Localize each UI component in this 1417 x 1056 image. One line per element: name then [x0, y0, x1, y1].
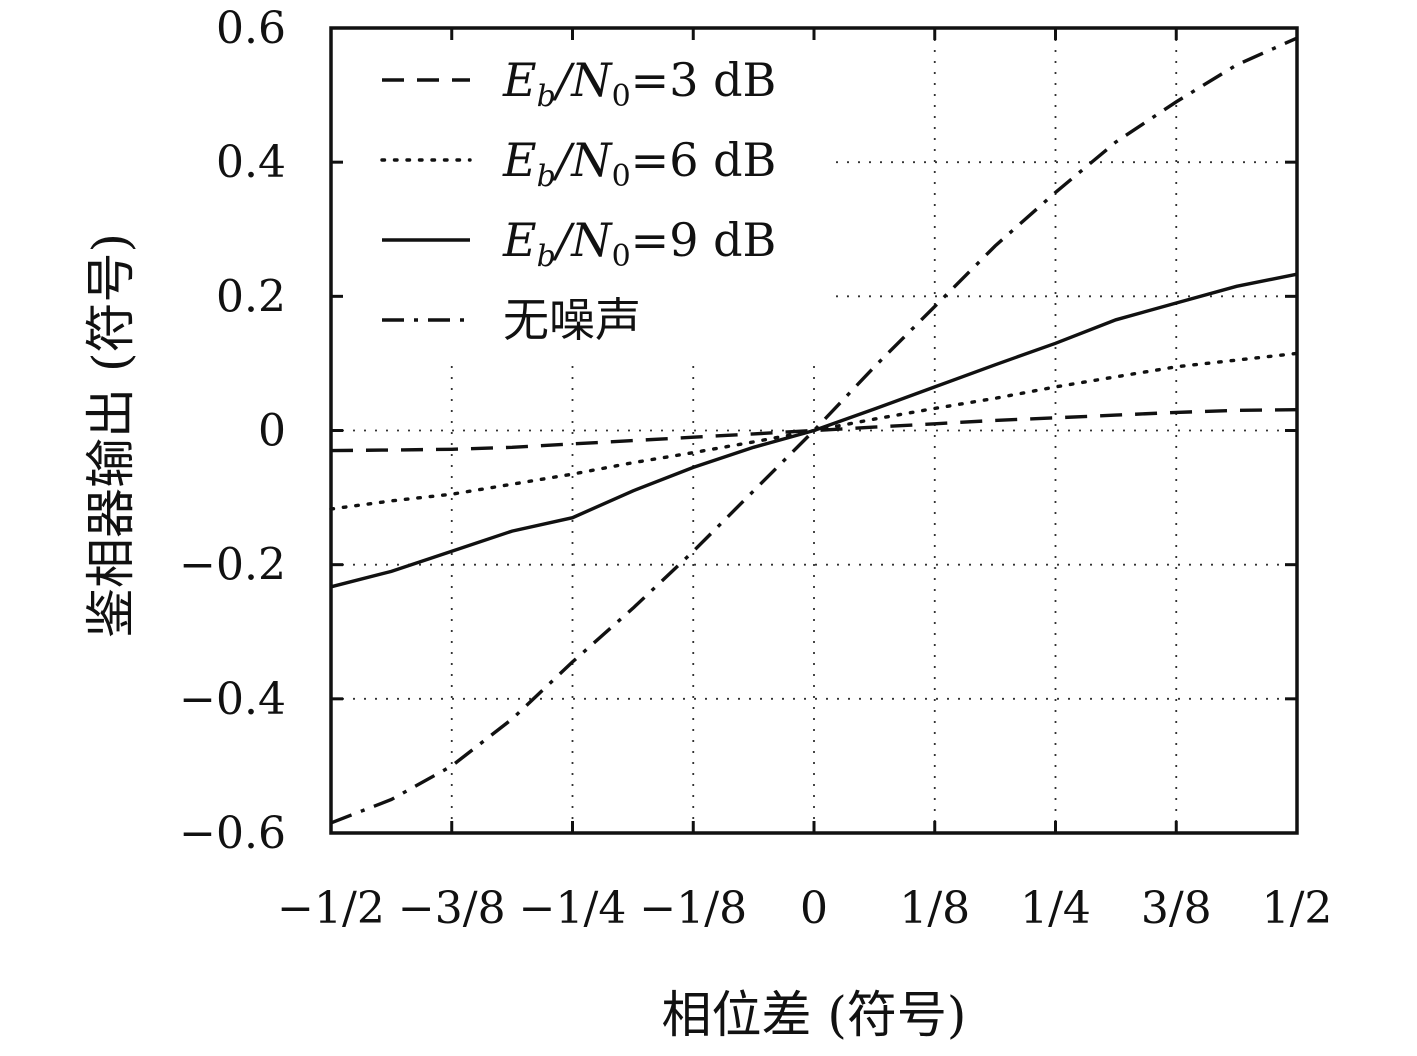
legend-label-4: 无噪声 — [503, 293, 641, 347]
x-tick-label: −1/8 — [639, 883, 747, 934]
x-tick-label: 0 — [800, 883, 828, 934]
grid-lines — [331, 28, 1297, 833]
series-line-1 — [330, 408, 1298, 453]
series-line-4 — [330, 36, 1298, 825]
y-tick-label: −0.4 — [179, 674, 286, 725]
legend-label-1: Eb/N0=3 dB — [502, 53, 776, 114]
axis-ticks: −1/2 −3/8 −1/4 −1/8 0 1/8 1/4 3/8 1/2 0.6 0.4 0.2 0 −… — [179, 3, 1332, 934]
y-tick-label: 0 — [258, 406, 286, 457]
x-tick-label: 1/2 — [1262, 883, 1333, 934]
y-axis-title: 鉴相器输出 (符号) — [82, 233, 140, 638]
y-tick-label: 0.4 — [216, 137, 286, 188]
y-tick-label: −0.6 — [179, 808, 286, 859]
legend-label-2: Eb/N0=6 dB — [502, 133, 776, 194]
x-axis-title: 相位差 (符号) — [662, 986, 967, 1044]
y-tick-label: −0.2 — [179, 540, 286, 591]
series-line-3 — [330, 272, 1298, 589]
x-tick-label: 3/8 — [1141, 883, 1212, 934]
x-tick-label: −1/4 — [519, 883, 627, 934]
x-tick-label: 1/8 — [899, 883, 970, 934]
x-tick-label: −1/2 — [277, 883, 385, 934]
x-tick-label: −3/8 — [398, 883, 506, 934]
legend: Eb/N0=3 dB Eb/N0=6 dB Eb/N0=9 dB 无噪声 — [380, 53, 776, 347]
y-tick-label: 0.6 — [216, 3, 286, 54]
legend-label-3: Eb/N0=9 dB — [502, 213, 776, 274]
series-lines — [329, 36, 1299, 825]
y-tick-label: 0.2 — [216, 271, 286, 322]
x-tick-label: 1/4 — [1020, 883, 1091, 934]
